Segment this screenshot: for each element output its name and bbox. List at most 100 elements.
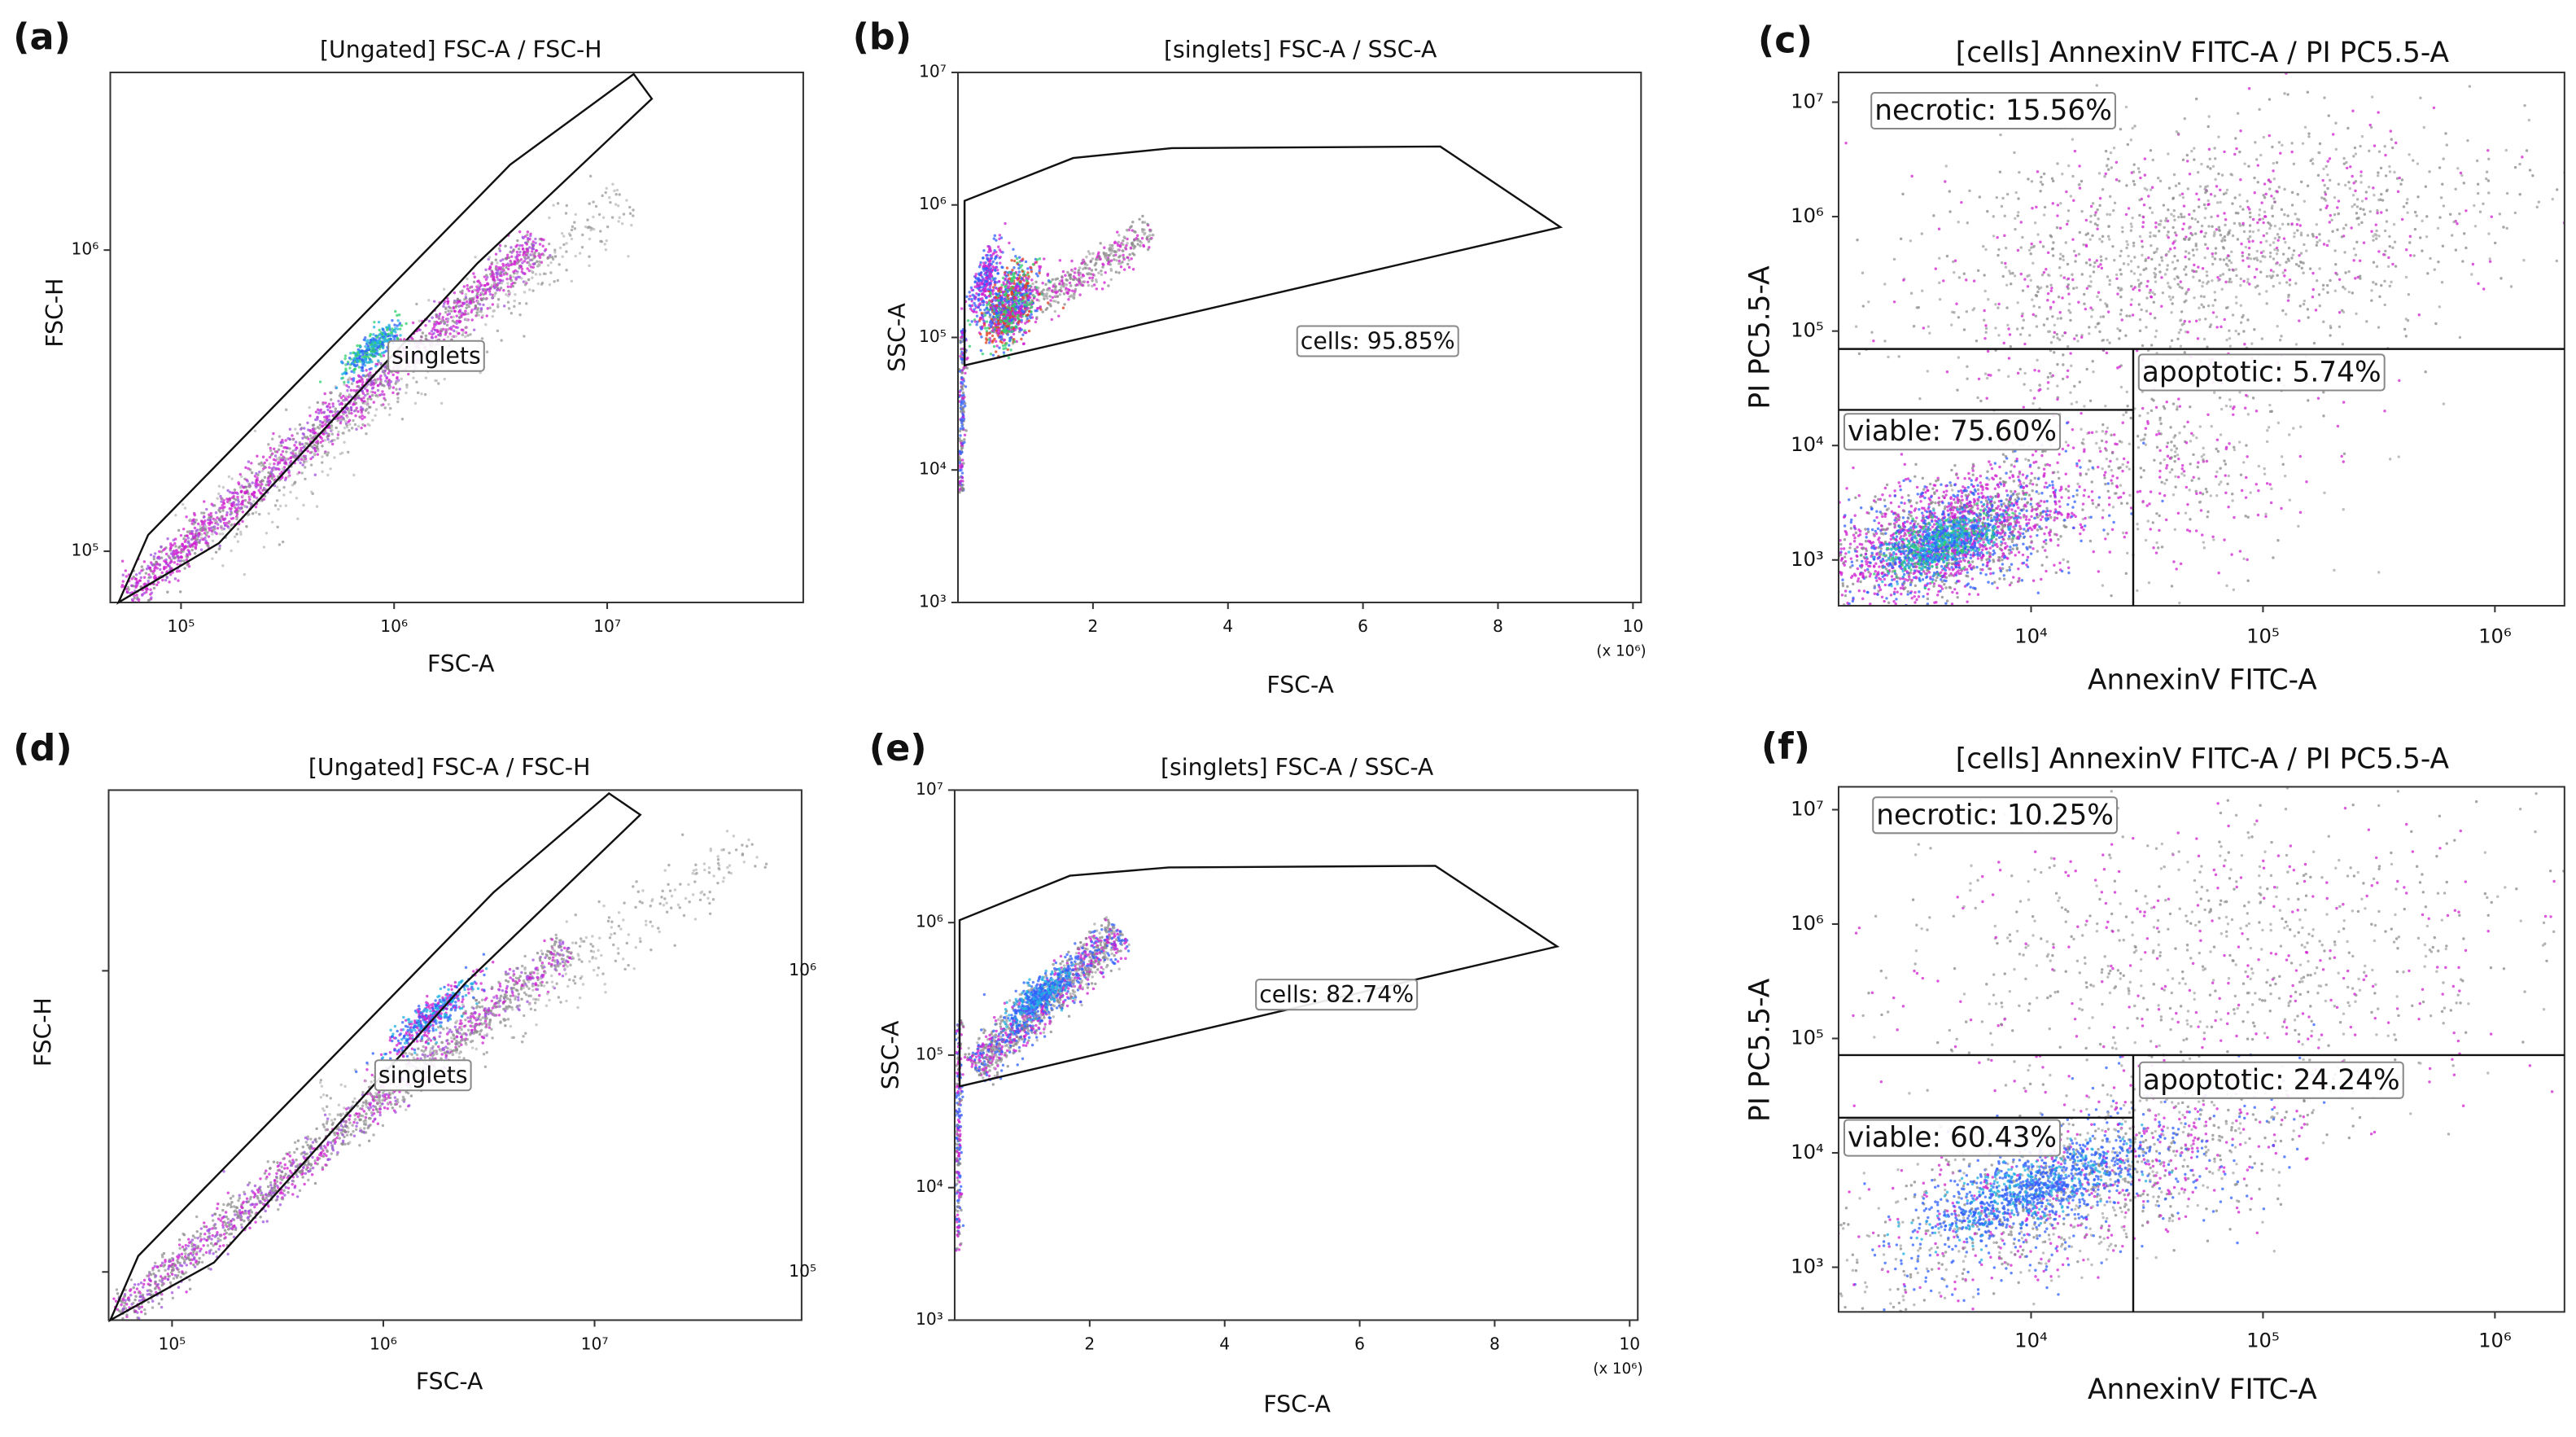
density-dot bbox=[2096, 295, 2099, 299]
density-dot bbox=[1049, 299, 1052, 302]
density-dot bbox=[989, 259, 992, 262]
density-dot bbox=[479, 371, 482, 375]
density-dot bbox=[400, 324, 404, 327]
density-dot bbox=[1111, 247, 1114, 250]
density-dot bbox=[1944, 180, 1947, 183]
density-dot bbox=[1909, 239, 1913, 243]
density-dot bbox=[306, 449, 310, 453]
density-dot bbox=[960, 424, 964, 427]
density-dot bbox=[2180, 215, 2184, 219]
density-dot bbox=[182, 545, 185, 548]
density-dot bbox=[273, 475, 276, 478]
y-tick-label: 10⁵ bbox=[71, 541, 98, 560]
density-dot bbox=[518, 230, 522, 234]
density-dot bbox=[2352, 259, 2355, 262]
density-dot bbox=[140, 569, 143, 572]
density-dot bbox=[317, 427, 321, 430]
density-dot bbox=[282, 485, 286, 489]
density-dot bbox=[1002, 321, 1005, 325]
density-dot bbox=[329, 467, 332, 471]
density-dot bbox=[632, 214, 635, 217]
density-dot bbox=[311, 427, 314, 432]
density-dot bbox=[2224, 223, 2227, 227]
density-dot bbox=[363, 387, 367, 390]
density-dot bbox=[1122, 249, 1125, 252]
density-dot bbox=[2211, 252, 2214, 256]
density-dot bbox=[2490, 215, 2493, 218]
density-dot bbox=[373, 320, 376, 324]
density-dot bbox=[310, 490, 313, 494]
density-dot bbox=[498, 249, 502, 252]
density-dot bbox=[969, 322, 972, 326]
density-dot bbox=[221, 501, 225, 505]
density-dot bbox=[194, 545, 197, 549]
density-dot bbox=[375, 335, 378, 340]
density-dot bbox=[326, 418, 329, 422]
density-dot bbox=[1148, 246, 1151, 249]
density-dot bbox=[970, 320, 973, 323]
density-dot bbox=[578, 252, 582, 255]
density-dot bbox=[2152, 234, 2155, 238]
density-dot bbox=[1039, 308, 1043, 311]
density-dot bbox=[2173, 218, 2176, 222]
density-dot bbox=[363, 415, 366, 419]
density-dot bbox=[423, 392, 427, 396]
density-dot bbox=[973, 296, 977, 299]
density-dot bbox=[273, 447, 276, 451]
density-dot bbox=[2180, 192, 2185, 195]
density-dot bbox=[973, 280, 977, 283]
density-dot bbox=[485, 274, 488, 277]
density-dot bbox=[497, 247, 501, 251]
density-dot bbox=[2326, 186, 2329, 191]
density-dot bbox=[499, 278, 502, 282]
density-dot bbox=[376, 388, 380, 392]
density-dot bbox=[217, 484, 221, 488]
density-dot bbox=[962, 410, 966, 414]
density-dot bbox=[981, 286, 985, 289]
density-dot bbox=[959, 427, 962, 431]
density-dot bbox=[1126, 242, 1129, 245]
density-dot bbox=[278, 488, 281, 493]
density-dot bbox=[499, 287, 503, 290]
density-dot bbox=[379, 375, 383, 378]
density-dot bbox=[553, 280, 556, 283]
density-dot bbox=[2228, 259, 2231, 262]
density-dot bbox=[462, 298, 466, 301]
density-dot bbox=[466, 312, 470, 316]
density-dot bbox=[309, 457, 313, 461]
density-dot bbox=[1012, 266, 1016, 269]
density-dot bbox=[2066, 164, 2071, 168]
density-dot bbox=[2173, 246, 2176, 250]
density-dot bbox=[1040, 290, 1043, 293]
density-dot bbox=[965, 295, 969, 299]
density-dot bbox=[1007, 285, 1011, 288]
density-dot bbox=[985, 306, 988, 309]
density-dot bbox=[2149, 312, 2152, 316]
density-dot bbox=[321, 455, 324, 458]
density-dot bbox=[526, 233, 529, 237]
density-dot bbox=[592, 200, 595, 204]
density-dot bbox=[2206, 247, 2210, 250]
density-dot bbox=[1026, 271, 1030, 274]
density-dot bbox=[2069, 195, 2073, 198]
density-dot bbox=[1006, 316, 1010, 320]
density-dot bbox=[2394, 265, 2398, 268]
density-dot bbox=[457, 316, 461, 319]
density-dot bbox=[1045, 291, 1049, 296]
density-dot bbox=[437, 382, 440, 385]
density-dot bbox=[341, 372, 344, 376]
density-dot bbox=[958, 450, 961, 453]
density-dot bbox=[998, 237, 1001, 241]
density-dot bbox=[263, 461, 266, 465]
density-dot bbox=[313, 427, 317, 431]
density-dot bbox=[496, 298, 501, 301]
density-dot bbox=[462, 285, 466, 288]
density-dot bbox=[269, 453, 273, 457]
density-dot bbox=[391, 386, 396, 389]
density-dot bbox=[959, 354, 962, 358]
density-dot bbox=[2165, 400, 2168, 404]
density-dot bbox=[2299, 231, 2303, 234]
density-dot bbox=[135, 594, 138, 597]
density-dot bbox=[436, 330, 440, 333]
density-dot bbox=[284, 476, 288, 480]
